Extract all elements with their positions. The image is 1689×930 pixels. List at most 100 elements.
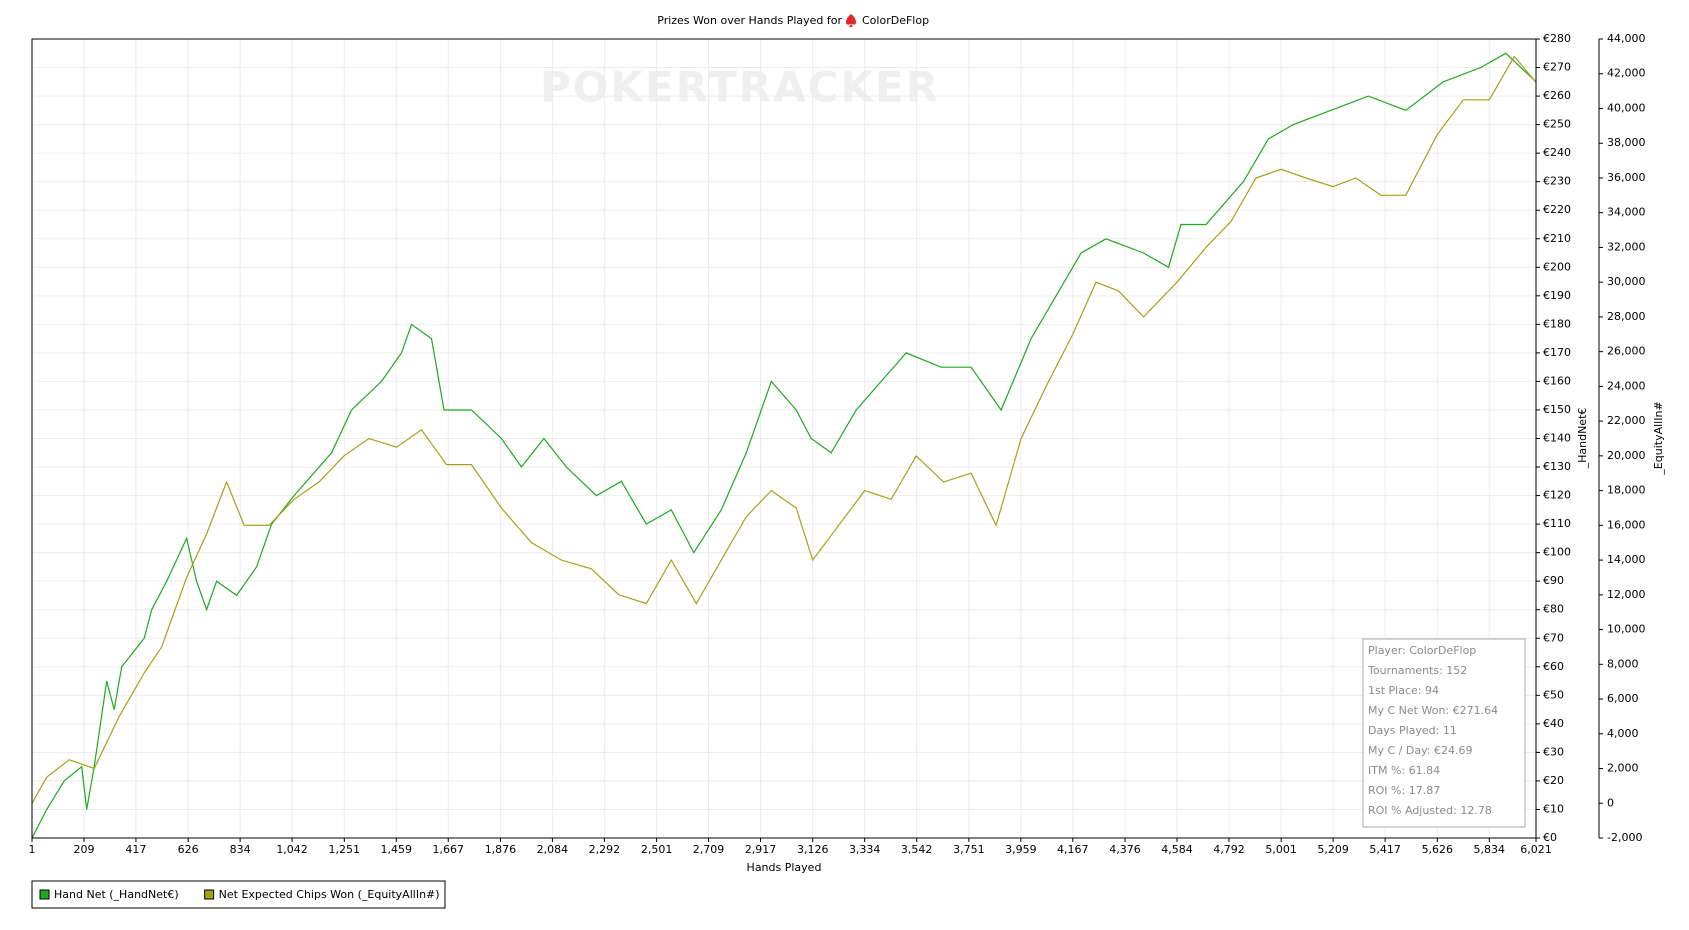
y2-tick-label: 4,000 — [1607, 727, 1639, 740]
y2-tick-label: 0 — [1607, 796, 1614, 809]
y-tick-label: €50 — [1543, 688, 1564, 701]
x-tick-label: 3,751 — [953, 843, 985, 856]
x-tick-label: 2,501 — [641, 843, 673, 856]
y2-tick-label: 2,000 — [1607, 762, 1639, 775]
stats-box — [1362, 638, 1526, 828]
x-tick-label: 2,917 — [745, 843, 777, 856]
y2-tick-label: 8,000 — [1607, 657, 1639, 670]
x-tick-label: 2,709 — [693, 843, 725, 856]
x-tick-label: 1,251 — [329, 843, 361, 856]
x-tick-label: 3,334 — [849, 843, 881, 856]
legend-swatch — [39, 889, 50, 900]
x-tick-label: 2,084 — [537, 843, 569, 856]
y-tick-label: €140 — [1543, 432, 1571, 445]
y2-tick-label: 28,000 — [1607, 310, 1646, 323]
y-tick-label: €60 — [1543, 660, 1564, 673]
stat-line: ROI %: 17.87 — [1368, 784, 1440, 797]
y-tick-label: €220 — [1543, 203, 1571, 216]
y-tick-label: €170 — [1543, 346, 1571, 359]
x-tick-label: 3,959 — [1005, 843, 1037, 856]
x-tick-label: 6,021 — [1520, 843, 1552, 856]
y2-tick-label: 14,000 — [1607, 553, 1646, 566]
y2-tick-label: 34,000 — [1607, 206, 1646, 219]
x-tick-label: 2,292 — [589, 843, 621, 856]
x-tick-label: 1,876 — [485, 843, 517, 856]
y-tick-label: €0 — [1543, 831, 1557, 844]
stat-line: Tournaments: 152 — [1367, 664, 1467, 677]
y2-axis-title: _EquityAllIn# — [1652, 401, 1665, 475]
y2-tick-label: 44,000 — [1607, 32, 1646, 45]
x-tick-label: 3,542 — [901, 843, 933, 856]
y2-tick-label: 18,000 — [1607, 484, 1646, 497]
y-tick-label: €90 — [1543, 574, 1564, 587]
stat-line: ROI % Adjusted: 12.78 — [1368, 804, 1492, 817]
y2-tick-label: 32,000 — [1607, 240, 1646, 253]
y-tick-label: €180 — [1543, 317, 1571, 330]
y2-tick-label: 20,000 — [1607, 449, 1646, 462]
y2-tick-label: 24,000 — [1607, 379, 1646, 392]
x-tick-label: 4,167 — [1057, 843, 1089, 856]
x-tick-label: 209 — [73, 843, 94, 856]
y2-tick-label: 16,000 — [1607, 518, 1646, 531]
stat-line: ITM %: 61.84 — [1368, 764, 1440, 777]
y-tick-label: €200 — [1543, 260, 1571, 273]
series-line — [31, 55, 1537, 804]
y-tick-label: €40 — [1543, 717, 1564, 730]
stat-line: Player: ColorDeFlop — [1368, 644, 1476, 657]
y-tick-label: €240 — [1543, 146, 1571, 159]
stat-line: My C Net Won: €271.64 — [1368, 704, 1498, 717]
y-tick-label: €230 — [1543, 175, 1571, 188]
y2-tick-label: 10,000 — [1607, 623, 1646, 636]
x-tick-label: 417 — [125, 843, 146, 856]
y-tick-label: €210 — [1543, 232, 1571, 245]
x-tick-label: 1 — [29, 843, 36, 856]
stat-line: Days Played: 11 — [1368, 724, 1457, 737]
y-tick-label: €190 — [1543, 289, 1571, 302]
x-tick-label: 5,209 — [1317, 843, 1349, 856]
player-name: ColorDeFlop — [862, 14, 929, 27]
y-tick-label: €10 — [1543, 802, 1564, 815]
y-tick-label: €80 — [1543, 603, 1564, 616]
stat-line: My C / Day: €24.69 — [1368, 744, 1473, 757]
y-tick-label: €100 — [1543, 546, 1571, 559]
legend — [31, 880, 446, 909]
y2-tick-label: 12,000 — [1607, 588, 1646, 601]
y2-tick-label: 42,000 — [1607, 67, 1646, 80]
legend-label: Hand Net (_HandNet€) — [54, 888, 179, 901]
x-tick-label: 3,126 — [797, 843, 829, 856]
y2-tick-label: 22,000 — [1607, 414, 1646, 427]
series-line — [31, 52, 1537, 839]
watermark: POKERTRACKER — [540, 63, 940, 112]
x-tick-label: 834 — [230, 843, 251, 856]
x-tick-label: 1,667 — [432, 843, 464, 856]
y-tick-label: €260 — [1543, 89, 1571, 102]
stat-line: 1st Place: 94 — [1368, 684, 1439, 697]
y2-tick-label: 36,000 — [1607, 171, 1646, 184]
spade-icon — [846, 14, 856, 27]
y-tick-label: €120 — [1543, 489, 1571, 502]
x-tick-label: 5,417 — [1369, 843, 1401, 856]
y-tick-label: €110 — [1543, 517, 1571, 530]
y-tick-label: €30 — [1543, 745, 1564, 758]
y-tick-label: €270 — [1543, 61, 1571, 74]
x-tick-label: 4,792 — [1213, 843, 1245, 856]
x-tick-label: 626 — [178, 843, 199, 856]
legend-label: Net Expected Chips Won (_EquityAllIn#) — [219, 888, 440, 901]
legend-swatch — [204, 889, 215, 900]
x-tick-label: 5,834 — [1474, 843, 1506, 856]
y-axis-title: _HandNet€ — [1576, 408, 1589, 470]
y2-tick-label: 26,000 — [1607, 345, 1646, 358]
x-axis-title: Hands Played — [747, 861, 822, 874]
x-tick-label: 5,626 — [1422, 843, 1454, 856]
y2-tick-label: -2,000 — [1607, 831, 1642, 844]
x-tick-label: 4,376 — [1109, 843, 1141, 856]
chart-title: Prizes Won over Hands Played for — [657, 14, 842, 27]
y-tick-label: €280 — [1543, 32, 1571, 45]
y-tick-label: €130 — [1543, 460, 1571, 473]
y2-tick-label: 38,000 — [1607, 136, 1646, 149]
x-tick-label: 1,459 — [381, 843, 413, 856]
y-tick-label: €70 — [1543, 631, 1564, 644]
y-tick-label: €160 — [1543, 374, 1571, 387]
y-tick-label: €150 — [1543, 403, 1571, 416]
